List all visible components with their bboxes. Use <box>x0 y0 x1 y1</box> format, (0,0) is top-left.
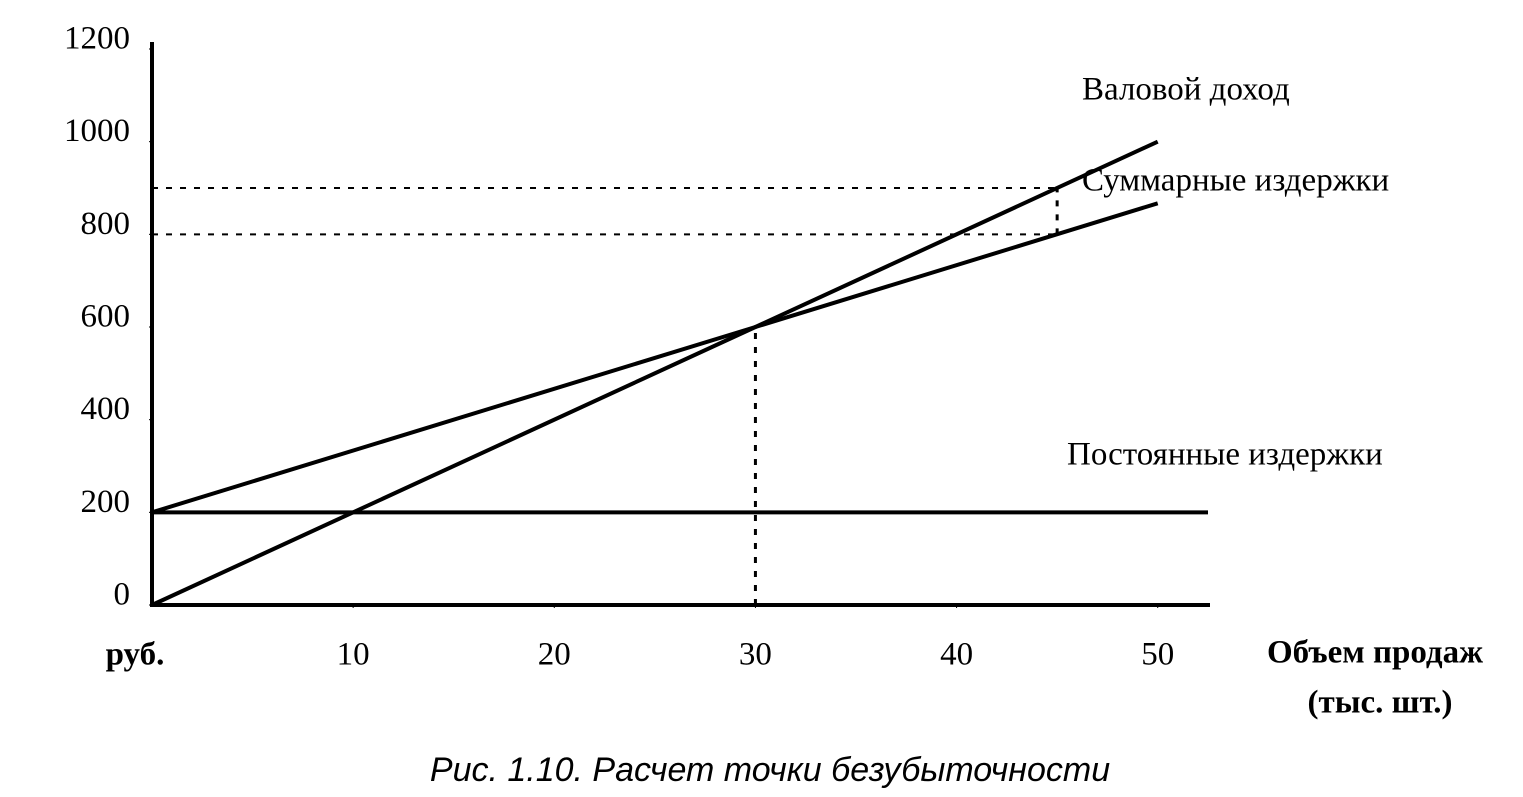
series-line <box>151 139 1159 607</box>
y-tick-label: 0 <box>114 577 131 613</box>
y-tick-label: 400 <box>81 391 131 427</box>
x-tick-label: 30 <box>739 637 772 673</box>
y-tick-label: 1000 <box>64 113 130 149</box>
y-tick-label: 1200 <box>64 21 130 57</box>
series-label: Постоянные издержки <box>1067 437 1383 473</box>
series-label: Валовой доход <box>1082 72 1290 108</box>
x-tick-label: 10 <box>337 637 370 673</box>
x-tick-label: 50 <box>1141 637 1174 673</box>
y-unit-label: руб. <box>106 637 165 673</box>
series-label: Суммарные издержки <box>1082 163 1389 199</box>
y-tick-label: 800 <box>81 206 131 242</box>
y-tick-label: 600 <box>81 299 131 335</box>
caption: Рис. 1.10. Расчет точки безубыточности <box>430 751 1110 789</box>
y-tick-label: 200 <box>81 484 131 520</box>
x-tick-label: 40 <box>940 637 973 673</box>
x-axis-label: Объем продаж <box>1267 635 1483 671</box>
x-axis-label: (тыс. шт.) <box>1308 685 1453 721</box>
x-tick-label: 20 <box>538 637 571 673</box>
series-line <box>151 201 1159 515</box>
